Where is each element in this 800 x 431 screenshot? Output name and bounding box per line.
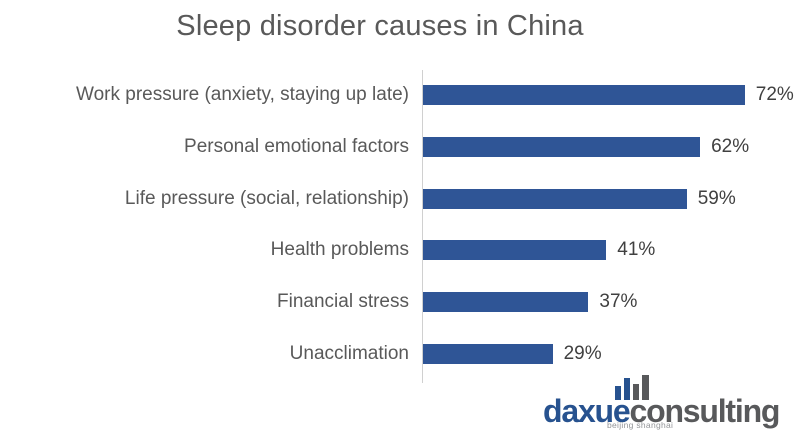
bar xyxy=(423,188,687,209)
bar-chart-logo-icon xyxy=(615,375,649,400)
category-label: Health problems xyxy=(270,239,409,261)
bar-row: Health problems 41% xyxy=(0,225,800,277)
value-label: 72% xyxy=(755,83,794,105)
value-label: 62% xyxy=(711,135,750,157)
category-label: Work pressure (anxiety, staying up late) xyxy=(76,83,409,105)
value-label: 29% xyxy=(563,343,602,365)
bar-row: Personal emotional factors 62% xyxy=(0,121,800,173)
logo-bar-1 xyxy=(615,386,621,400)
plot-area: Work pressure (anxiety, staying up late)… xyxy=(0,69,800,383)
category-label: Financial stress xyxy=(277,291,409,313)
bar xyxy=(423,136,701,157)
logo-tagline: beijing shanghai xyxy=(607,420,674,430)
bar xyxy=(423,240,607,261)
value-label: 59% xyxy=(697,187,736,209)
bar xyxy=(423,292,589,313)
bar-row: Financial stress 37% xyxy=(0,276,800,328)
logo-bar-4 xyxy=(642,375,649,400)
logo-brand-daxue: daxue xyxy=(543,393,631,429)
value-label: 37% xyxy=(599,291,638,313)
value-label: 41% xyxy=(617,239,656,261)
category-label: Life pressure (social, relationship) xyxy=(124,187,409,209)
y-axis-line xyxy=(422,70,423,383)
bar-rows: Work pressure (anxiety, staying up late)… xyxy=(0,69,800,380)
logo-wordmark: daxueconsulting xyxy=(543,393,781,429)
bar xyxy=(423,84,745,105)
logo-bar-2 xyxy=(624,378,630,400)
bar-row: Work pressure (anxiety, staying up late)… xyxy=(0,69,800,121)
daxue-consulting-logo: daxueconsulting beijing shanghai xyxy=(543,372,798,431)
logo-bar-3 xyxy=(633,384,639,400)
category-label: Unacclimation xyxy=(289,343,409,365)
bar-row: Life pressure (social, relationship) 59% xyxy=(0,173,800,225)
category-label: Personal emotional factors xyxy=(184,135,409,157)
bar-row: Unacclimation 29% xyxy=(0,328,800,380)
chart-title: Sleep disorder causes in China xyxy=(176,10,584,42)
logo-brand-consulting: consulting xyxy=(629,393,781,429)
bar xyxy=(423,344,553,365)
